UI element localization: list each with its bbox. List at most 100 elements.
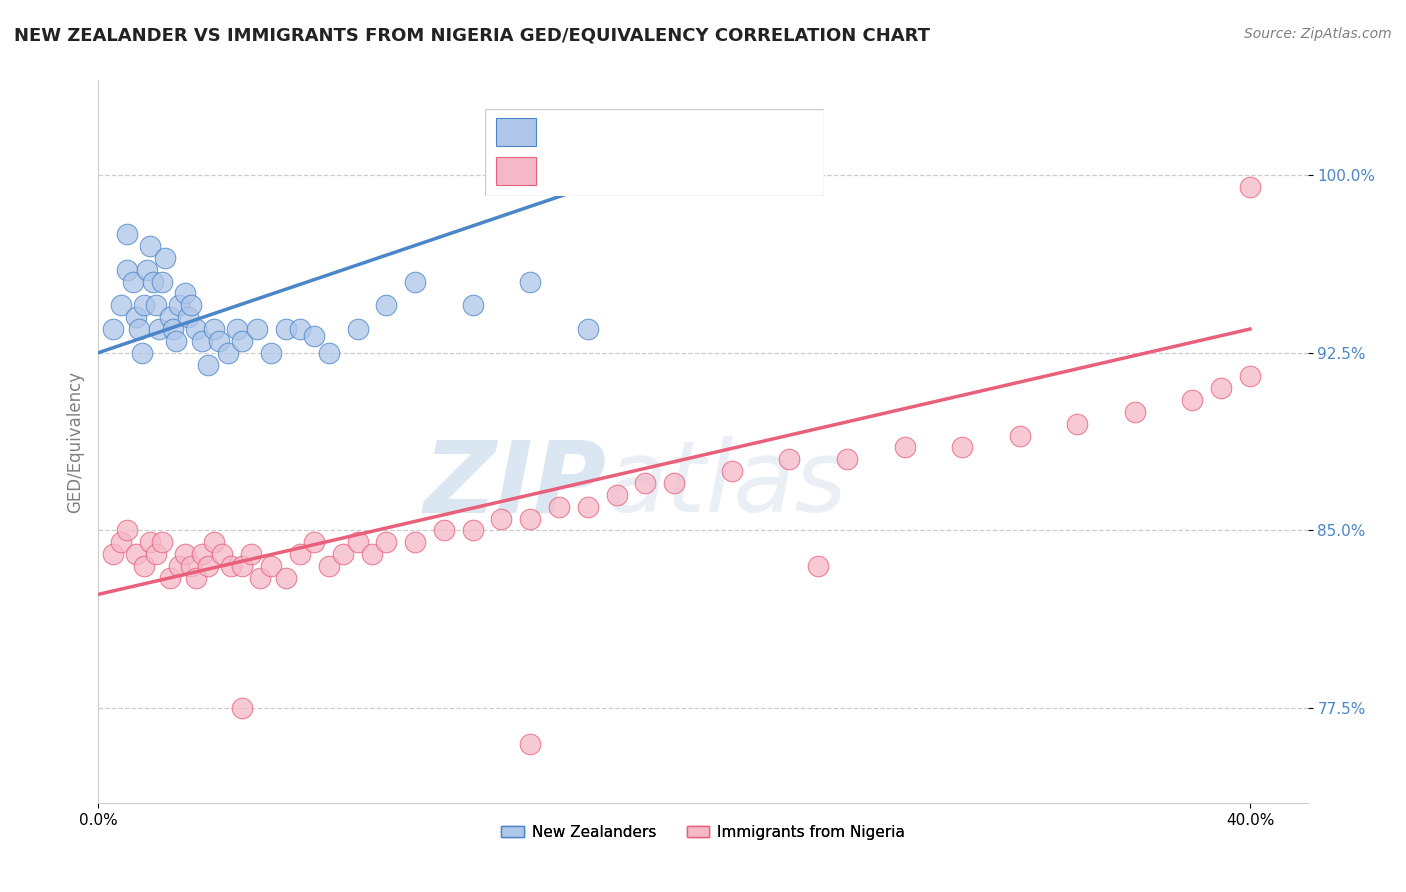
Point bbox=[634, 475, 657, 490]
Point bbox=[404, 535, 426, 549]
Text: Source: ZipAtlas.com: Source: ZipAtlas.com bbox=[1244, 27, 1392, 41]
Point bbox=[159, 310, 181, 325]
Text: atlas: atlas bbox=[606, 436, 848, 533]
Point bbox=[191, 334, 214, 348]
Point bbox=[134, 298, 156, 312]
Point bbox=[318, 345, 340, 359]
Point bbox=[1211, 381, 1233, 395]
Point bbox=[202, 535, 225, 549]
Point bbox=[219, 558, 242, 573]
Point bbox=[519, 511, 541, 525]
Point bbox=[461, 298, 484, 312]
Point bbox=[180, 558, 202, 573]
Point bbox=[162, 322, 184, 336]
Point bbox=[186, 571, 208, 585]
Point bbox=[139, 535, 162, 549]
Point bbox=[664, 475, 686, 490]
Point bbox=[186, 322, 208, 336]
Point bbox=[288, 322, 311, 336]
Point bbox=[125, 310, 148, 325]
Point bbox=[173, 286, 195, 301]
Point bbox=[950, 441, 973, 455]
Point bbox=[139, 239, 162, 253]
Point bbox=[150, 535, 173, 549]
Point bbox=[519, 737, 541, 751]
Point bbox=[274, 322, 297, 336]
Point bbox=[260, 345, 283, 359]
Point bbox=[807, 558, 830, 573]
Point bbox=[304, 535, 326, 549]
Point bbox=[1239, 369, 1261, 384]
Point bbox=[548, 500, 571, 514]
Point bbox=[167, 298, 190, 312]
Point bbox=[167, 558, 190, 573]
Point bbox=[491, 511, 513, 525]
Point bbox=[142, 275, 165, 289]
Point bbox=[217, 345, 239, 359]
Point bbox=[1066, 417, 1088, 431]
Point bbox=[1181, 393, 1204, 408]
Point bbox=[375, 535, 398, 549]
Point bbox=[346, 322, 368, 336]
Point bbox=[361, 547, 384, 561]
Point bbox=[128, 322, 150, 336]
Point bbox=[231, 701, 253, 715]
Point bbox=[110, 298, 132, 312]
Point bbox=[211, 547, 233, 561]
Point bbox=[274, 571, 297, 585]
Point bbox=[173, 547, 195, 561]
Point bbox=[249, 571, 271, 585]
Point bbox=[231, 558, 253, 573]
Point bbox=[145, 298, 167, 312]
Point bbox=[101, 547, 124, 561]
Point bbox=[180, 298, 202, 312]
Point bbox=[197, 358, 219, 372]
Point bbox=[115, 227, 138, 242]
Point bbox=[202, 322, 225, 336]
Point bbox=[125, 547, 148, 561]
Point bbox=[110, 535, 132, 549]
Point bbox=[519, 275, 541, 289]
Point bbox=[1123, 405, 1146, 419]
Point bbox=[145, 547, 167, 561]
Point bbox=[835, 452, 858, 467]
Point bbox=[115, 262, 138, 277]
Point bbox=[433, 524, 456, 538]
Point bbox=[332, 547, 354, 561]
Point bbox=[153, 251, 176, 265]
Point bbox=[150, 275, 173, 289]
Point bbox=[318, 558, 340, 573]
Point bbox=[1008, 428, 1031, 442]
Text: ZIP: ZIP bbox=[423, 436, 606, 533]
Text: NEW ZEALANDER VS IMMIGRANTS FROM NIGERIA GED/EQUIVALENCY CORRELATION CHART: NEW ZEALANDER VS IMMIGRANTS FROM NIGERIA… bbox=[14, 27, 929, 45]
Y-axis label: GED/Equivalency: GED/Equivalency bbox=[66, 370, 84, 513]
Point bbox=[165, 334, 187, 348]
Point bbox=[576, 500, 599, 514]
Point bbox=[176, 310, 198, 325]
Point bbox=[304, 329, 326, 343]
Point bbox=[246, 322, 269, 336]
Point bbox=[461, 524, 484, 538]
Point bbox=[136, 262, 159, 277]
Point bbox=[197, 558, 219, 573]
Point bbox=[606, 488, 628, 502]
Point bbox=[404, 275, 426, 289]
Point bbox=[148, 322, 170, 336]
Point bbox=[260, 558, 283, 573]
Point bbox=[231, 334, 253, 348]
Point bbox=[191, 547, 214, 561]
Point bbox=[778, 452, 800, 467]
Point bbox=[101, 322, 124, 336]
Point bbox=[159, 571, 181, 585]
Point bbox=[346, 535, 368, 549]
Point bbox=[131, 345, 153, 359]
Point bbox=[893, 441, 915, 455]
Point bbox=[576, 322, 599, 336]
Point bbox=[1239, 180, 1261, 194]
Legend: New Zealanders, Immigrants from Nigeria: New Zealanders, Immigrants from Nigeria bbox=[495, 819, 911, 846]
Point bbox=[134, 558, 156, 573]
Point bbox=[225, 322, 247, 336]
Point bbox=[240, 547, 263, 561]
Point bbox=[288, 547, 311, 561]
Point bbox=[122, 275, 145, 289]
